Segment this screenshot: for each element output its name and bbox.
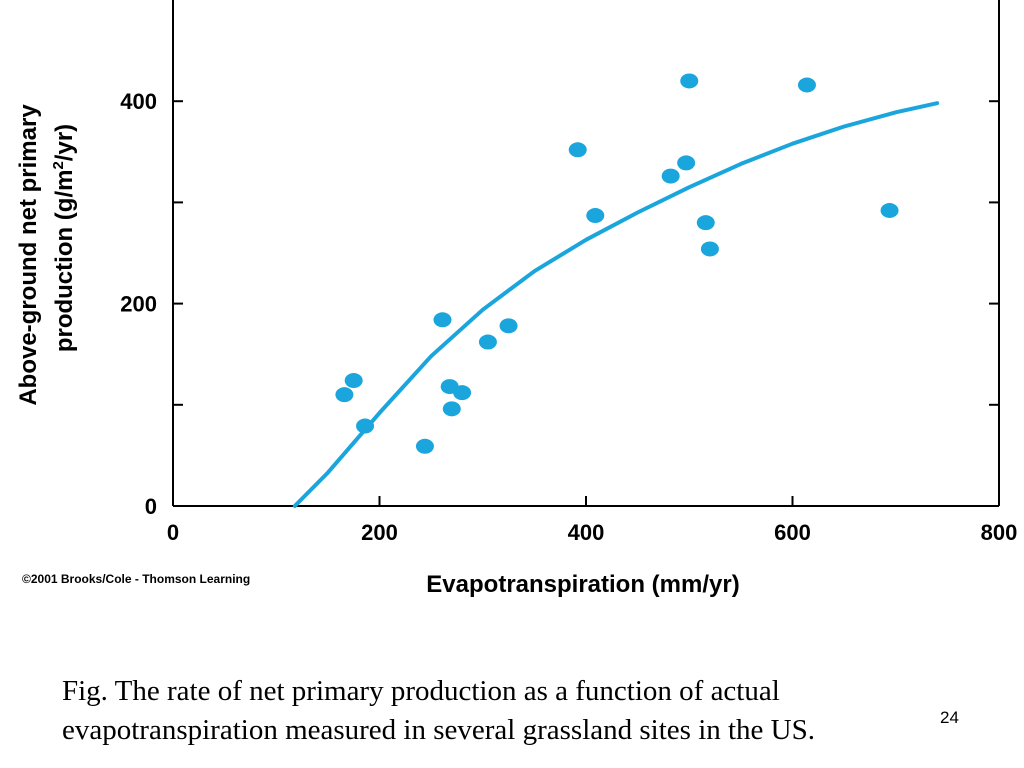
data-point [696,215,715,231]
y-axis-title-line2-sup: 2 [50,161,67,169]
y-tick-label: 200 [120,292,157,317]
slide-number: 24 [940,708,959,727]
y-axis-title-line2-pre: production (g/m [51,170,78,353]
y-tick-label: 0 [145,494,157,519]
data-point [880,202,899,218]
data-point [680,73,699,89]
data-points-layer [335,73,899,454]
data-point [586,208,605,224]
y-axis-title-line2-post: /yr) [51,124,78,161]
fit-curve-layer [292,101,940,508]
x-tick-label: 600 [774,520,811,545]
data-point [453,385,472,401]
tick-marks [172,100,1000,507]
data-point [478,334,497,350]
data-point [499,318,518,334]
y-tick-label: 400 [120,89,157,114]
x-tick-label: 400 [568,520,605,545]
plot-frame [172,0,1000,507]
data-point [661,168,680,184]
x-axis-title: Evapotranspiration (mm/yr) [426,571,739,598]
tick-labels: 0 200 400 600 800 0 200 400 [120,89,1017,545]
data-point [356,418,375,434]
data-point [335,387,354,403]
data-point [442,401,461,417]
figure-caption: Fig. The rate of net primary production … [62,672,992,750]
data-point [677,155,696,171]
x-tick-label: 200 [361,520,398,545]
data-point [415,438,434,454]
data-point [568,142,587,158]
data-point [700,241,719,257]
copyright-notice: ©2001 Brooks/Cole - Thomson Learning [22,572,251,586]
fit-curve [292,101,940,508]
y-axis-title-line2: production (g/m2/yr) [50,124,78,352]
caption-line-1: Fig. The rate of net primary production … [62,675,780,707]
data-point [344,373,363,389]
x-tick-label: 0 [167,520,179,545]
y-axis-title-line1: Above-ground net primary [15,104,42,406]
caption-line-2: evapotranspiration measured in several g… [62,714,815,746]
data-point [433,312,452,328]
x-tick-label: 800 [981,520,1018,545]
data-point [797,77,816,93]
